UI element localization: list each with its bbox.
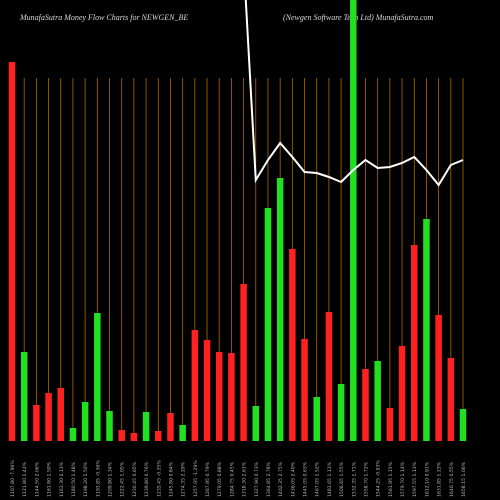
x-tick-label: 1180.50 1.48% [71,461,77,497]
bar [337,384,345,441]
bar [301,339,308,441]
x-tick-label: 1327.90 0.73% [254,461,260,497]
bar [155,431,162,441]
x-tick-label: 1561.95 1.15% [388,461,394,497]
bar [8,62,16,441]
bar [374,361,381,441]
x-tick-label: 1284.75 0.45% [229,461,235,497]
x-tick-label: 1402.35 2.75% [278,461,284,497]
x-tick-label: 1121.80 1.42% [22,461,28,497]
grid [11,78,464,441]
x-tick-label: 1445.05 0.63% [303,461,309,497]
x-tick-label: 1579.70 1.14% [400,461,406,497]
bar [118,430,125,441]
bar [203,340,211,441]
bar [362,369,369,441]
bar [398,346,406,441]
x-tick-label: 1558.70 1.72% [363,461,369,497]
bar [313,397,320,441]
x-tick-label: 1640.75 0.55% [449,461,455,497]
x-tick-label: 1222.45 1.05% [120,461,126,497]
bar [94,313,101,441]
bar [252,406,260,441]
x-tick-label: 1198.20 1.50% [83,461,89,497]
x-tick-label: 1144.50 2.06% [34,461,40,497]
x-tick-label: 1436.05 2.40% [290,461,296,497]
x-tick-label: 1318.30 2.61% [242,461,248,497]
bar [289,249,296,441]
x-tick-label: 1612.10 0.91% [424,461,430,497]
x-tick-label: 1597.55 1.13% [412,461,418,497]
bar [410,245,418,441]
x-tick-label: 1209.80 1.34% [108,461,114,497]
bar [240,284,247,441]
x-tick-label: 1274.35 2.29% [181,461,187,497]
bars [8,0,467,441]
chart-title: MunafaSutra Money Flow Charts for NEWGEN… [19,13,188,22]
bar [191,330,199,441]
bar [179,425,186,441]
bar [142,412,150,441]
bar [130,433,138,441]
x-tick-label: 1506.65 1.55% [339,461,345,497]
line [244,0,464,187]
bar [215,352,223,441]
x-tick-label: 1364.85 2.78% [266,461,272,497]
bar [350,0,357,441]
x-tick-label: 1257.95 -1.29% [193,460,199,497]
bar [423,219,430,441]
x-tick-label: 1544.25 -0.93% [376,460,382,497]
line-layer [244,0,464,187]
x-tick-label: 1161.80 1.50% [47,461,53,497]
x-tick-label: 1532.35 1.71% [351,461,357,497]
bar [386,408,394,441]
bar [106,411,113,441]
bar [264,208,272,441]
x-tick-label: 1267.95 0.79% [205,461,211,497]
x-tick-label: 1279.05 0.88% [217,461,223,497]
bar [325,312,333,441]
bar [57,388,65,441]
x-tick-label: 1230.45 0.65% [132,461,138,497]
x-tick-label: 1658.15 1.06% [461,461,467,497]
x-tick-label: 1235.45 -0.35% [156,460,162,497]
chart-subtitle: (Newgen Software Tech Ltd) MunafaSutra.c… [283,13,434,22]
bar [45,393,52,441]
bar [81,402,89,441]
x-tick-label: 1467.05 1.52% [315,461,321,497]
x-tick-label: 1193.85 -0.36% [95,460,101,497]
bar [228,353,235,441]
bar [33,405,40,441]
bar [167,413,174,441]
bar [20,352,28,441]
bar [459,409,467,441]
bar [435,315,442,441]
x-tick-label: 1483.65 1.13% [327,461,333,497]
x-labels: 1107.80 -7.96% 1121.80 1.42% 1144.50 2.06%… [10,460,467,497]
bar [447,358,455,441]
x-tick-label: 1239.80 0.76% [144,461,150,497]
bar [276,178,284,441]
x-tick-label: 1631.85 1.23% [437,461,443,497]
x-tick-label: 1245.80 0.84% [168,461,174,497]
x-tick-label: 1163.30 0.13% [59,461,65,497]
x-tick-label: 1107.80 -7.96% [10,460,16,497]
bar [69,428,77,441]
